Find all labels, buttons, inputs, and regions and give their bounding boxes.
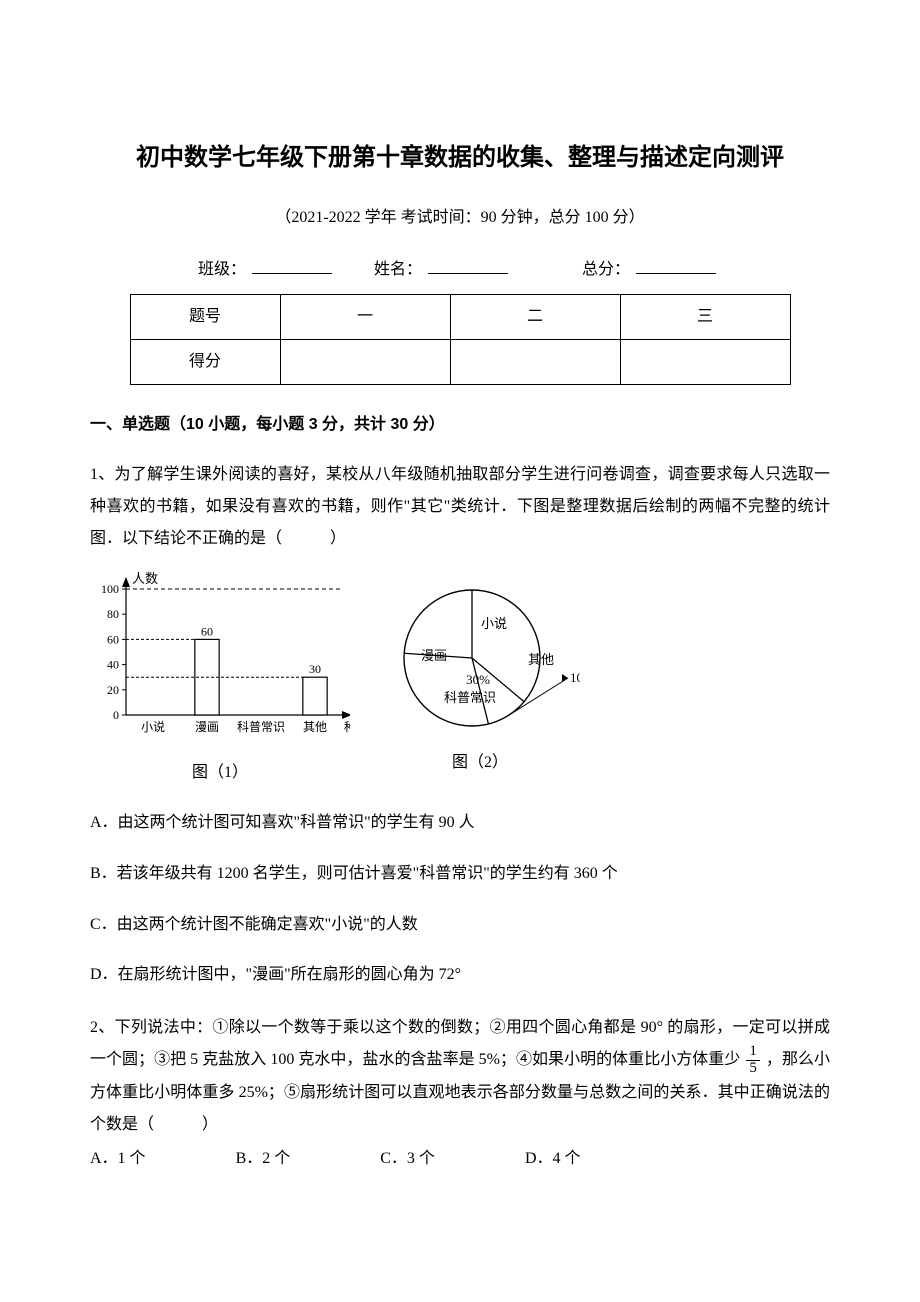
col-header: 题号 xyxy=(130,295,280,340)
page-title: 初中数学七年级下册第十章数据的收集、整理与描述定向测评 xyxy=(90,140,830,176)
option-d: D．在扇形统计图中，"漫画"所在扇形的圆心角为 72° xyxy=(90,961,830,990)
fraction-denominator: 5 xyxy=(746,1061,760,1077)
svg-text:30: 30 xyxy=(309,662,321,676)
option-a: A．1 个 xyxy=(90,1147,146,1171)
question-stem: 2、下列说法中：①除以一个数等于乘以这个数的倒数；②用四个圆心角都是 90° 的… xyxy=(90,1012,830,1141)
question-2: 2、下列说法中：①除以一个数等于乘以这个数的倒数；②用四个圆心角都是 90° 的… xyxy=(90,1012,830,1171)
col-header: 二 xyxy=(450,295,620,340)
option-a: A．由这两个统计图可知喜欢"科普常识"的学生有 90 人 xyxy=(90,809,830,838)
figure-caption: 图（1） xyxy=(90,761,350,785)
fraction: 1 5 xyxy=(746,1044,760,1077)
option-b: B．2 个 xyxy=(236,1147,291,1171)
option-c: C．由这两个统计图不能确定喜欢"小说"的人数 xyxy=(90,911,830,940)
student-info-line: 班级： 姓名： 总分： xyxy=(90,258,830,282)
svg-text:种类: 种类 xyxy=(344,720,350,734)
svg-text:60: 60 xyxy=(201,624,213,638)
row-label: 得分 xyxy=(130,340,280,385)
col-header: 一 xyxy=(280,295,450,340)
svg-text:60: 60 xyxy=(107,632,119,646)
option-c: C．3 个 xyxy=(380,1147,435,1171)
stem-part: 2、下列说法中：①除以一个数等于乘以这个数的倒数；②用四个圆心角都是 90° 的… xyxy=(90,1019,830,1068)
table-row: 题号 一 二 三 xyxy=(130,295,790,340)
bar-chart-block: 0 20 40 60 80 100 人数小说 60 漫画 科普常识 30 其他 种类 图（1） xyxy=(90,569,350,785)
svg-text:40: 40 xyxy=(107,658,119,672)
svg-text:科普常识: 科普常识 xyxy=(444,690,496,705)
svg-text:10%: 10% xyxy=(570,670,580,685)
svg-text:20: 20 xyxy=(107,683,119,697)
score-blank xyxy=(636,273,716,274)
svg-text:科普常识: 科普常识 xyxy=(237,720,285,734)
col-header: 三 xyxy=(620,295,790,340)
figure-row: 020406080100人数小说60漫画科普常识30其他种类 图（1） 小说漫画… xyxy=(90,569,830,785)
svg-text:漫画: 漫画 xyxy=(195,720,219,734)
score-cell xyxy=(280,340,450,385)
svg-text:人数: 人数 xyxy=(132,571,158,586)
svg-text:漫画: 漫画 xyxy=(421,648,447,663)
pie-chart: 小说漫画 其他 10% 30% 科普常识 xyxy=(380,569,580,739)
svg-text:其他: 其他 xyxy=(303,720,327,734)
svg-text:80: 80 xyxy=(107,607,119,621)
class-label: 班级： xyxy=(198,261,246,278)
svg-text:0: 0 xyxy=(113,708,119,722)
bar-chart: 0 20 40 60 80 100 人数小说 60 漫画 科普常识 30 其他 种类 xyxy=(90,569,350,749)
svg-text:其他: 其他 xyxy=(528,652,554,667)
option-d: D．4 个 xyxy=(525,1147,581,1171)
question-1: 1、为了解学生课外阅读的喜好，某校从八年级随机抽取部分学生进行问卷调查，调查要求… xyxy=(90,459,830,990)
question-stem: 1、为了解学生课外阅读的喜好，某校从八年级随机抽取部分学生进行问卷调查，调查要求… xyxy=(90,459,830,555)
svg-text:小说: 小说 xyxy=(481,616,507,631)
pie-chart-block: 小说漫画 其他 10% 30% 科普常识 图（2） xyxy=(380,569,580,775)
score-cell xyxy=(450,340,620,385)
svg-text:小说: 小说 xyxy=(141,719,165,734)
figure-caption: 图（2） xyxy=(380,751,580,775)
class-blank xyxy=(252,273,332,274)
svg-text:30%: 30% xyxy=(466,672,490,687)
page-subtitle: （2021-2022 学年 考试时间：90 分钟，总分 100 分） xyxy=(90,206,830,230)
name-label: 姓名： xyxy=(374,261,422,278)
fraction-numerator: 1 xyxy=(746,1044,760,1061)
score-cell xyxy=(620,340,790,385)
name-blank xyxy=(428,273,508,274)
section-header: 一、单选题（10 小题，每小题 3 分，共计 30 分） xyxy=(90,413,830,437)
option-b: B．若该年级共有 1200 名学生，则可估计喜爱"科普常识"的学生约有 360 … xyxy=(90,860,830,889)
table-row: 得分 xyxy=(130,340,790,385)
score-label: 总分： xyxy=(582,261,630,278)
option-row: A．1 个 B．2 个 C．3 个 D．4 个 xyxy=(90,1147,830,1171)
svg-text:100: 100 xyxy=(101,582,119,596)
score-table: 题号 一 二 三 得分 xyxy=(130,294,791,385)
